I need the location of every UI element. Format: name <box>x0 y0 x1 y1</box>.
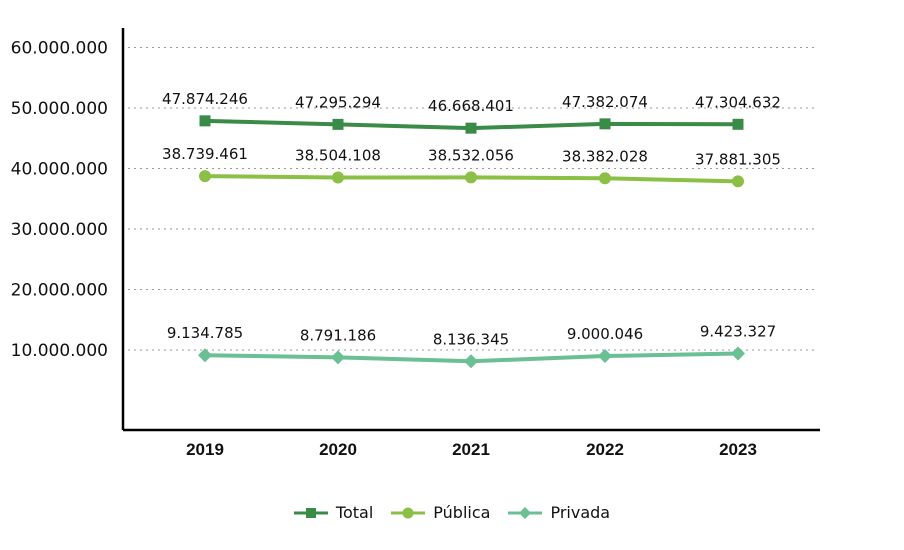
data-point-publica[interactable] <box>199 170 211 183</box>
data-label-publica: 37.881.305 <box>695 150 781 168</box>
data-label-publica: 38.532.056 <box>428 146 514 164</box>
data-point-publica[interactable] <box>599 172 611 185</box>
data-point-total[interactable] <box>199 115 211 127</box>
legend-swatch-publica <box>391 507 426 518</box>
data-label-privada: 8.791.186 <box>300 326 376 344</box>
x-axis-tick-labels: 2019 2020 2021 2022 2023 <box>186 440 757 459</box>
data-label-publica: 38.382.028 <box>562 147 648 165</box>
series-privada <box>198 346 745 369</box>
x-tick-label: 2021 <box>452 440 490 459</box>
data-label-privada: 8.136.345 <box>433 330 509 348</box>
data-point-privada[interactable] <box>464 354 478 369</box>
data-point-publica[interactable] <box>465 171 477 184</box>
data-point-total[interactable] <box>332 118 344 130</box>
legend-swatch-privada <box>508 506 543 519</box>
gridlines <box>128 47 818 351</box>
data-point-privada[interactable] <box>198 348 212 363</box>
data-label-total: 47.295.294 <box>295 93 381 111</box>
data-point-privada[interactable] <box>331 350 345 365</box>
y-tick-label: 10.000.000 <box>11 341 108 361</box>
legend-swatch-total <box>293 507 328 518</box>
data-point-total[interactable] <box>465 122 477 134</box>
x-tick-label: 2023 <box>719 440 757 459</box>
data-point-total[interactable] <box>732 118 744 130</box>
series-group <box>198 115 745 369</box>
data-label-privada: 9.423.327 <box>700 322 776 340</box>
legend-item-publica[interactable]: Pública <box>391 503 490 522</box>
x-tick-label: 2019 <box>186 440 224 459</box>
data-point-privada[interactable] <box>731 346 745 361</box>
legend-label-privada: Privada <box>550 503 611 522</box>
data-label-privada: 9.134.785 <box>167 324 243 342</box>
data-point-publica[interactable] <box>732 175 744 188</box>
y-tick-label: 60.000.000 <box>11 39 108 59</box>
axes <box>121 28 820 432</box>
legend-item-privada[interactable]: Privada <box>508 503 610 522</box>
y-axis-tick-labels: 10.000.000 20.000.000 30.000.000 40.000.000… <box>11 39 108 362</box>
data-label-privada: 9.000.046 <box>567 325 643 343</box>
data-point-total[interactable] <box>599 118 611 130</box>
y-tick-label: 50.000.000 <box>11 99 108 119</box>
y-tick-label: 40.000.000 <box>11 160 108 180</box>
series-publica <box>199 170 744 188</box>
data-label-total: 47.382.074 <box>562 93 648 111</box>
data-point-privada[interactable] <box>598 349 612 364</box>
data-label-total: 47.304.632 <box>695 93 781 111</box>
legend-label-publica: Pública <box>433 503 491 522</box>
series-total <box>199 115 744 134</box>
x-tick-label: 2020 <box>319 440 357 459</box>
legend: Total Pública Privada <box>0 503 904 522</box>
y-tick-label: 20.000.000 <box>11 281 108 301</box>
data-label-total: 46.668.401 <box>428 97 514 115</box>
data-label-publica: 38.739.461 <box>162 145 248 163</box>
y-tick-label: 30.000.000 <box>11 220 108 240</box>
data-label-total: 47.874.246 <box>162 90 248 108</box>
legend-item-total[interactable]: Total <box>293 503 374 522</box>
data-label-publica: 38.504.108 <box>295 147 381 165</box>
x-tick-label: 2022 <box>586 440 624 459</box>
data-labels: 47.874.246 47.295.294 46.668.401 47.382.074… <box>162 90 781 348</box>
data-point-publica[interactable] <box>332 171 344 184</box>
legend-label-total: Total <box>335 503 374 522</box>
